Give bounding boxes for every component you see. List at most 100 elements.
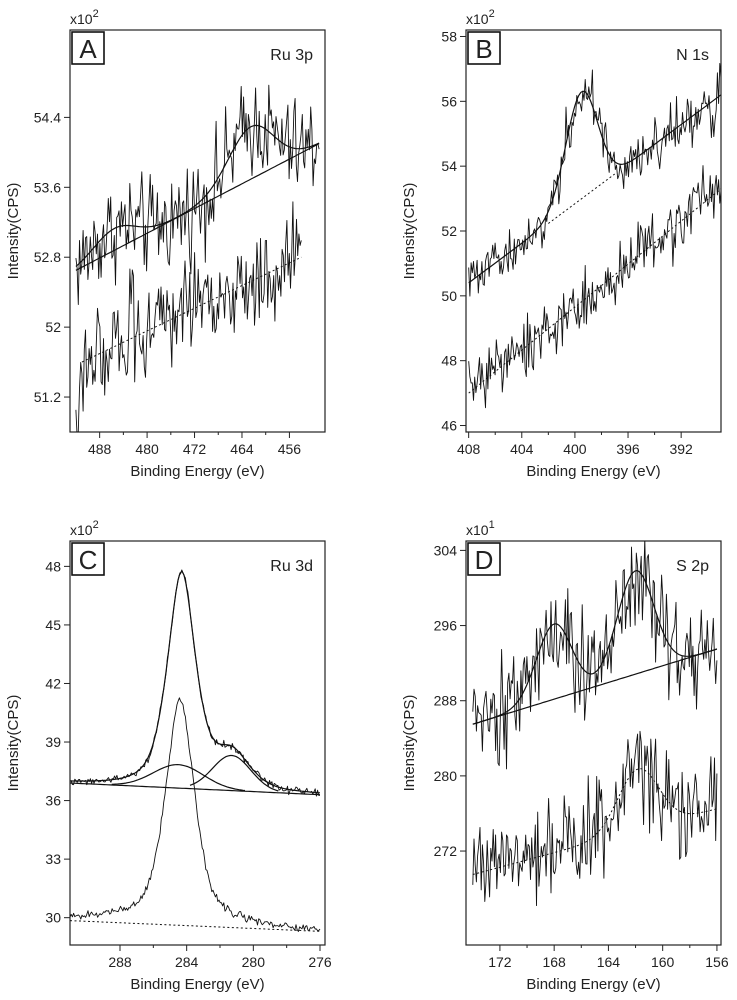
plot-area [75,84,320,432]
plot-area [468,62,721,409]
panel-letter-box [71,31,105,65]
y-tick-label: 51.2 [34,389,61,405]
x-tick-label: 156 [705,954,729,970]
panel-d: 172 168 164 160 156 272 280 288 296 304 Binding En… [401,519,729,993]
panel-a: 488 480 472 464 456 51.2 52 52.8 53.6 54.4 Binding… [5,8,326,480]
y-tick-label: 52 [45,319,61,335]
series-upper-spectrum [468,62,721,297]
x-tick-label: 396 [616,441,640,457]
x-axis-label: Binding Energy (eV) [526,463,660,480]
y-tick-label: 272 [434,843,458,859]
y-tick-label: 288 [434,693,458,709]
plot-area [472,541,718,907]
panel-letter: C [79,545,98,575]
x-tick-label: 288 [108,954,132,970]
y-tick-label: 58 [441,28,457,44]
x-tick-label: 404 [510,441,534,457]
x-tick-label: 456 [278,441,302,457]
panel-letter: D [475,545,494,575]
panel-letter: A [79,34,97,64]
panel-title: N 1s [676,47,709,64]
y-axis-label: Intensity(CPS) [5,183,22,280]
y-tick-label: 50 [441,288,457,304]
series-upper-spectrum [472,541,718,770]
panel-letter: B [475,34,492,64]
series-lower-background [468,188,721,394]
y-axis-label: Intensity(CPS) [401,695,418,792]
y-multiplier: x102 [70,519,99,538]
x-tick-label: 164 [597,954,621,970]
x-tick-label: 280 [242,954,266,970]
x-tick-label: 488 [88,441,112,457]
y-multiplier: x102 [466,8,495,27]
panel-letter-box [467,31,501,65]
panel-letter-box [467,542,501,576]
series-lower-background [70,920,320,932]
series-upper-spectrum [70,569,321,797]
y-tick-label: 30 [45,910,61,926]
x-tick-label: 284 [175,954,199,970]
y-axis-label: Intensity(CPS) [5,695,22,792]
y-tick-label: 36 [45,793,61,809]
x-tick-label: 400 [563,441,587,457]
y-tick-label: 48 [45,558,61,574]
y-tick-label: 52 [441,223,457,239]
plot-frame [465,29,722,433]
y-tick-label: 280 [434,768,458,784]
series-lower-spectrum [472,730,718,907]
series-lower-spectrum [468,165,721,409]
series-lower-spectrum [75,201,302,432]
y-tick-label: 48 [441,353,457,369]
x-tick-label: 168 [542,954,566,970]
x-tick-label: 276 [308,954,332,970]
x-tick-label: 408 [457,441,481,457]
panel-letter-box [71,542,105,576]
y-tick-label: 52.8 [34,249,61,265]
series-upper-background [472,648,718,725]
plot-frame [465,540,722,946]
y-tick-label: 39 [45,734,61,750]
x-tick-label: 160 [651,954,675,970]
y-tick-label: 56 [441,93,457,109]
series-lower-spectrum [70,697,321,932]
plot-frame [69,29,326,433]
y-tick-label: 304 [434,542,458,558]
y-tick-label: 33 [45,851,61,867]
y-multiplier: x101 [466,519,495,538]
panel-title: Ru 3p [270,47,313,64]
panel-b: 408 404 400 396 392 46 48 50 52 54 56 58 Binding Ene… [401,8,722,480]
series-upper-spectrum [75,84,320,305]
y-tick-label: 46 [441,418,457,434]
x-tick-label: 464 [230,441,254,457]
x-tick-label: 172 [488,954,512,970]
x-axis-label: Binding Energy (eV) [526,976,660,993]
series-component-284-5-ev [111,763,246,792]
y-tick-label: 296 [434,618,458,634]
x-tick-label: 472 [183,441,207,457]
panel-c: 288 284 280 276 30 33 36 39 42 45 48 Binding Energy… [5,519,332,993]
x-tick-label: 392 [669,441,693,457]
x-tick-label: 480 [135,441,159,457]
y-tick-label: 53.6 [34,179,61,195]
x-axis-label: Binding Energy (eV) [130,976,264,993]
series-upper-background [75,143,320,271]
panel-title: S 2p [676,558,709,575]
y-tick-label: 42 [45,675,61,691]
y-tick-label: 54.4 [34,109,61,125]
series-upper-envelope-fit [468,90,721,284]
y-tick-label: 54 [441,158,457,174]
series-lower-fit [472,768,718,875]
y-tick-label: 45 [45,617,61,633]
series-component-281-3-ev [189,754,279,792]
series-upper-background [548,173,616,224]
y-axis-label: Intensity(CPS) [401,183,418,280]
series-upper-envelope-fit [472,569,718,725]
y-multiplier: x102 [70,8,99,27]
panel-title: Ru 3d [270,558,313,575]
x-axis-label: Binding Energy (eV) [130,463,264,480]
series-upper-envelope-fit [70,570,321,794]
plot-frame [69,540,326,946]
plot-area [70,569,321,932]
series-upper-envelope-fit [75,124,320,267]
